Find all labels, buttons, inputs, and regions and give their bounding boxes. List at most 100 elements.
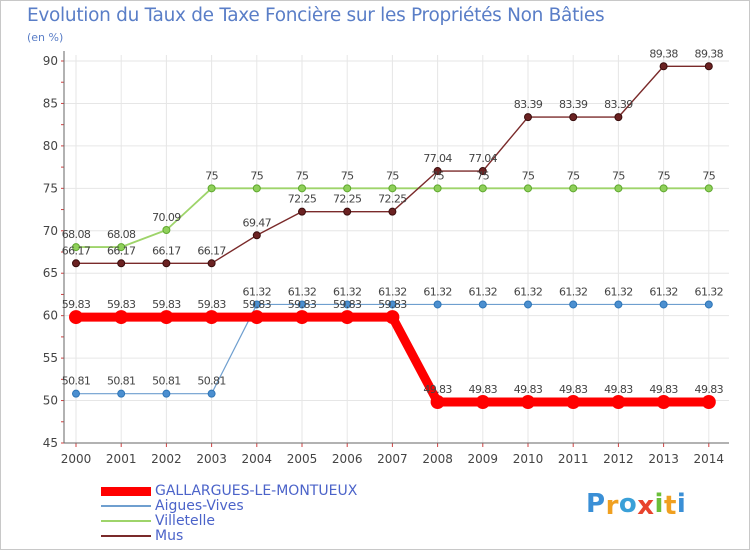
data-label: 59.83	[152, 298, 181, 311]
data-label: 75	[205, 169, 218, 182]
data-label: 59.83	[243, 298, 272, 311]
data-label: 59.83	[62, 298, 91, 311]
data-label: 49.83	[695, 383, 724, 396]
data-point-2	[569, 184, 578, 193]
data-label: 66.17	[62, 244, 91, 257]
data-point-3	[569, 113, 578, 122]
y-tick-label: 75	[43, 181, 58, 195]
x-tick-label: 2000	[61, 452, 92, 466]
data-point-3	[478, 167, 487, 176]
data-label: 50.81	[62, 375, 91, 388]
data-point-0	[114, 310, 129, 325]
data-point-1	[117, 389, 126, 398]
legend-swatch	[101, 520, 151, 522]
data-label: 49.83	[649, 383, 678, 396]
x-tick-label: 2007	[377, 452, 408, 466]
data-point-1	[704, 300, 713, 309]
data-point-1	[388, 300, 397, 309]
x-tick-label: 2011	[558, 452, 589, 466]
data-label: 89.38	[649, 47, 678, 60]
data-point-2	[659, 184, 668, 193]
logo-letter: r	[605, 491, 619, 521]
data-point-2	[207, 184, 216, 193]
data-point-2	[298, 184, 306, 193]
legend-swatch	[101, 535, 151, 537]
y-tick-label: 60	[43, 309, 58, 323]
data-point-1	[162, 389, 171, 398]
data-point-3	[433, 167, 442, 176]
data-point-1	[569, 300, 578, 309]
data-label: 61.32	[695, 285, 724, 298]
data-point-1	[478, 300, 487, 309]
data-label: 83.39	[514, 98, 543, 111]
y-tick-label: 90	[43, 54, 58, 68]
data-label: 61.32	[604, 285, 633, 298]
y-tick-label: 65	[43, 266, 58, 280]
data-point-0	[385, 310, 400, 325]
data-label: 72.25	[333, 193, 362, 206]
data-label: 83.39	[604, 98, 633, 111]
data-point-0	[701, 394, 716, 409]
x-tick-label: 2013	[648, 452, 679, 466]
data-label: 66.17	[152, 244, 181, 257]
data-label: 75	[341, 169, 354, 182]
logo-letter: x	[637, 491, 655, 521]
data-point-3	[704, 62, 713, 71]
data-point-3	[207, 259, 216, 268]
data-point-1	[614, 300, 623, 309]
data-point-1	[252, 300, 261, 309]
x-tick-label: 2001	[106, 452, 137, 466]
data-label: 50.81	[107, 375, 136, 388]
logo-letter: P	[586, 489, 606, 519]
data-point-2	[704, 184, 713, 193]
data-point-2	[343, 184, 352, 193]
data-point-1	[433, 300, 442, 309]
data-point-0	[159, 310, 174, 325]
y-tick-label: 85	[43, 96, 58, 110]
data-label: 75	[702, 169, 715, 182]
logo-letter: o	[618, 489, 638, 519]
data-label: 61.32	[423, 285, 452, 298]
data-point-3	[162, 259, 171, 268]
data-point-0	[521, 394, 535, 409]
data-label: 89.38	[695, 47, 724, 60]
data-point-0	[656, 394, 671, 409]
data-label: 59.83	[107, 298, 136, 311]
data-point-3	[343, 207, 352, 216]
data-point-2	[117, 243, 126, 252]
data-point-1	[207, 389, 216, 398]
legend-label: Aigues-Vives	[155, 498, 244, 514]
y-tick-label: 80	[43, 139, 58, 153]
y-tick-label: 55	[43, 351, 58, 365]
data-label: 59.83	[197, 298, 226, 311]
data-label: 49.83	[514, 383, 543, 396]
data-label: 72.25	[288, 193, 317, 206]
legend-label: Villetelle	[155, 513, 216, 529]
data-point-0	[204, 310, 219, 325]
data-point-3	[524, 113, 532, 122]
data-label: 77.04	[469, 152, 498, 165]
x-tick-label: 2009	[468, 452, 499, 466]
data-point-3	[72, 259, 80, 268]
data-point-0	[430, 394, 445, 409]
data-label: 59.83	[333, 298, 362, 311]
x-tick-label: 2014	[694, 452, 725, 466]
data-point-2	[614, 184, 623, 193]
data-point-3	[659, 62, 668, 71]
logo-letter: i	[676, 489, 687, 519]
data-label: 61.32	[469, 285, 498, 298]
data-label: 72.25	[378, 193, 407, 206]
data-point-0	[249, 310, 264, 325]
data-label: 68.08	[62, 228, 91, 241]
x-tick-label: 2005	[287, 452, 318, 466]
data-point-2	[72, 243, 80, 252]
data-point-0	[340, 310, 355, 325]
data-label: 75	[657, 169, 670, 182]
data-label: 75	[296, 169, 309, 182]
data-label: 75	[250, 169, 263, 182]
legend-swatch	[101, 487, 151, 496]
data-label: 59.83	[288, 298, 317, 311]
data-point-2	[433, 184, 442, 193]
